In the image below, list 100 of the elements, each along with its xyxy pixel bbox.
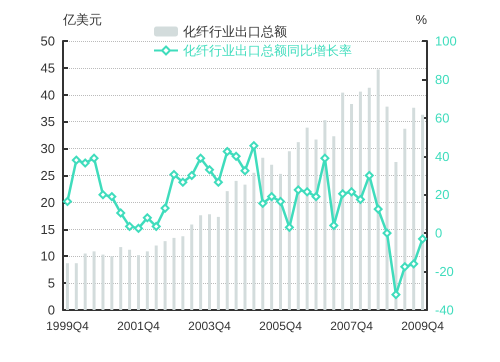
- y2-tick-label: 100: [435, 34, 457, 48]
- bar: [136, 255, 140, 310]
- point: [374, 204, 383, 214]
- y-tick-label: 15: [40, 222, 55, 237]
- point: [240, 166, 250, 176]
- bar: [190, 224, 194, 310]
- bar: [376, 70, 380, 310]
- y-tick-label: 50: [40, 34, 55, 48]
- point: [204, 165, 214, 174]
- bar: [74, 263, 78, 310]
- point: [214, 178, 223, 187]
- y-tick-label: 30: [40, 141, 55, 156]
- point: [98, 190, 108, 200]
- bar: [306, 128, 309, 310]
- point: [391, 290, 400, 300]
- bar: [119, 247, 122, 310]
- bar: [244, 184, 246, 310]
- point: [160, 204, 170, 213]
- bar: [92, 251, 96, 310]
- point: [258, 198, 268, 208]
- point: [276, 196, 286, 206]
- bar: [341, 92, 344, 310]
- bar: [279, 174, 282, 310]
- point: [125, 222, 134, 231]
- y-tick-label: 40: [40, 87, 55, 102]
- y-tick-label: 0: [48, 302, 55, 318]
- point: [72, 156, 81, 165]
- point: [116, 208, 126, 218]
- bar: [110, 256, 114, 310]
- point: [152, 222, 161, 231]
- y2-tick-label: 20: [435, 187, 450, 202]
- bar: [261, 158, 264, 310]
- y-tick-label: 35: [40, 114, 55, 130]
- x-tick-label: 2009Q4: [401, 319, 444, 333]
- bar: [164, 241, 167, 310]
- bar: [368, 88, 371, 310]
- x-tick-label: 2007Q4: [330, 319, 374, 333]
- x-tick-label: 2001Q4: [117, 319, 160, 333]
- y-tick-label: 45: [40, 60, 55, 76]
- bar: [323, 120, 326, 310]
- bar: [66, 263, 69, 310]
- legend-label: 化纤行业出口总额: [183, 24, 287, 39]
- x-tick-label: 1999Q4: [46, 319, 90, 333]
- bar: [226, 191, 229, 310]
- point: [302, 187, 312, 196]
- y2-tick-label: -40: [435, 302, 454, 318]
- point: [178, 178, 188, 187]
- y2-tick-label: 60: [435, 110, 450, 126]
- y2-tick-label: 80: [435, 72, 450, 87]
- bar: [101, 254, 104, 310]
- bar: [358, 92, 362, 310]
- bar: [84, 254, 87, 310]
- y-axis-title: 亿美元: [62, 12, 102, 27]
- bar: [412, 108, 416, 310]
- y2-axis-title: %: [415, 12, 428, 27]
- bar: [216, 216, 220, 310]
- point: [409, 259, 418, 268]
- bar: [332, 136, 336, 310]
- bar: [181, 236, 184, 310]
- bar: [270, 164, 274, 310]
- x-tick-label: 2005Q4: [259, 319, 302, 333]
- point: [196, 154, 206, 163]
- point: [232, 152, 241, 161]
- point: [107, 192, 116, 202]
- bar: [421, 114, 424, 310]
- point: [267, 192, 276, 202]
- point: [347, 187, 356, 196]
- bar: [128, 250, 132, 310]
- bar: [208, 214, 211, 310]
- point: [364, 171, 374, 180]
- bar: [234, 180, 238, 310]
- point: [418, 234, 428, 244]
- bar: [350, 104, 354, 310]
- bar: [394, 162, 398, 310]
- y2-tick-label: -20: [435, 264, 454, 280]
- point: [169, 170, 178, 180]
- point: [222, 146, 232, 156]
- point: [400, 262, 410, 272]
- point: [284, 222, 294, 232]
- point: [62, 196, 72, 206]
- y-tick-label: 10: [40, 248, 55, 264]
- point: [382, 228, 392, 238]
- x-tick-label: 2003Q4: [188, 319, 232, 333]
- bar: [288, 151, 291, 310]
- bar: [199, 215, 202, 310]
- y-tick-label: 25: [40, 168, 55, 183]
- bar: [386, 106, 389, 310]
- point: [312, 192, 321, 202]
- bar: [146, 251, 149, 310]
- legend-label: 化纤行业出口总额同比增长率: [183, 43, 352, 58]
- y2-tick-label: 40: [435, 148, 450, 164]
- point: [134, 224, 143, 233]
- y-tick-label: 20: [40, 194, 55, 210]
- bar: [314, 139, 318, 310]
- bar: [403, 128, 406, 310]
- point: [356, 195, 365, 204]
- point: [90, 154, 99, 163]
- bar: [296, 142, 300, 310]
- point: [294, 185, 303, 194]
- point: [187, 171, 196, 180]
